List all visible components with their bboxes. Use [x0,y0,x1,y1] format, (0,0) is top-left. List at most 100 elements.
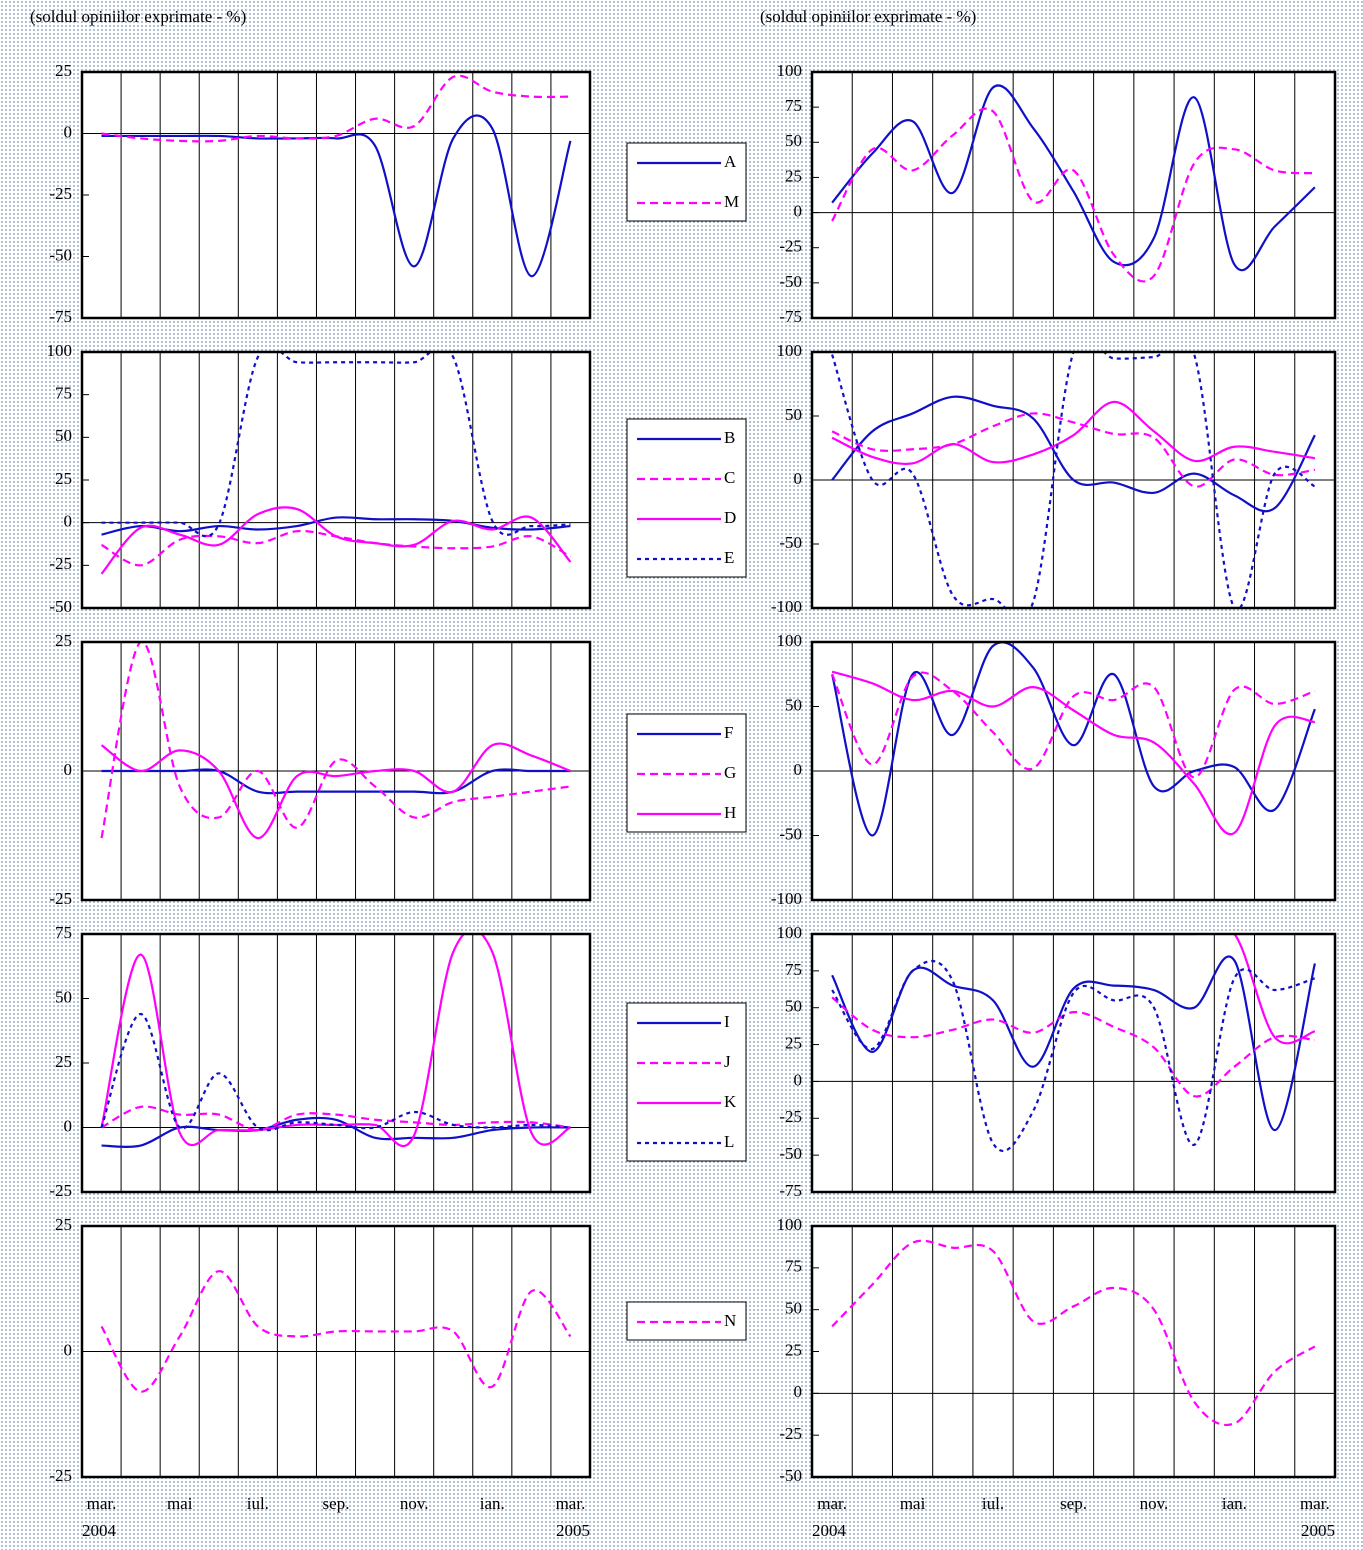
plot-area [812,72,1335,318]
x-tick-label: iul. [247,1494,269,1513]
y-tick-label: 50 [785,131,802,150]
y-tick-label: 50 [785,997,802,1016]
series-line [101,768,571,795]
y-tick-label: -25 [49,554,72,573]
y-tick-label: 0 [794,760,803,779]
legend-label: N [724,1311,736,1330]
x-tick-label: sep. [323,1494,350,1513]
y-tick-label: 0 [64,760,73,779]
y-tick-label: 0 [64,1340,73,1359]
y-tick-label: 0 [64,122,73,141]
plot-frame [810,1224,1337,1479]
y-tick-label: -75 [49,307,72,326]
plot-frame [80,1224,592,1479]
plot-frame [80,640,592,902]
y-tick-label: 75 [55,384,72,403]
legend-label: H [724,803,736,822]
plot-frame [810,932,1337,1194]
y-tick-label: 0 [794,1382,803,1401]
series-line [101,516,571,536]
y-tick-label: 0 [794,201,803,220]
y-tick-label: -50 [779,533,802,552]
y-tick-label: -25 [779,237,802,256]
y-tick-label: -75 [779,307,802,326]
x-tick-label: ian. [1222,1494,1247,1513]
plot-area [812,934,1335,1192]
subtitle: (soldul opiniilor exprimate - %) [760,7,976,26]
legend-label: L [724,1132,734,1151]
legend-label: J [724,1052,731,1071]
y-tick-label: -50 [49,597,72,616]
x-tick-label: mar. [87,1494,117,1513]
x-tick-label: nov. [400,1494,429,1513]
y-tick-label: 25 [55,631,72,650]
year-label: 2004 [82,1521,117,1540]
y-tick-label: 25 [785,1033,802,1052]
y-tick-label: 100 [47,341,73,360]
x-tick-label: iul. [982,1494,1004,1513]
series-line [100,1105,571,1132]
y-tick-label: 75 [785,1257,802,1276]
y-tick-label: 75 [55,923,72,942]
year-label: 2005 [1301,1521,1335,1540]
x-tick-label: mar. [556,1494,586,1513]
y-tick-label: -25 [779,1424,802,1443]
y-tick-label: -100 [771,889,802,908]
legend-box [626,142,747,222]
y-tick-label: 100 [777,61,803,80]
series-line [831,107,1315,283]
series-line [831,84,1316,272]
legend-label: I [724,1012,730,1031]
x-tick-label: ian. [480,1494,505,1513]
y-tick-label: 0 [64,512,73,531]
y-tick-label: -100 [771,597,802,616]
x-tick-label: mai [900,1494,926,1513]
x-tick-label: mar. [1300,1494,1330,1513]
y-tick-label: -25 [49,1466,72,1485]
series-line [831,642,1316,837]
series-line [831,959,1316,1152]
plot-area [812,1226,1335,1477]
y-tick-label: 50 [785,695,802,714]
y-tick-label: -75 [779,1181,802,1200]
y-tick-label: -50 [779,1466,802,1485]
series-line [101,74,571,143]
legend-label: B [724,428,735,447]
series-line [831,1239,1316,1426]
y-tick-label: 0 [794,469,803,488]
series-line [101,352,571,538]
legend-label: D [724,508,736,527]
series-line [831,412,1316,488]
x-tick-label: mar. [817,1494,847,1513]
plot-frame [810,70,1337,320]
y-tick-label: 75 [785,960,802,979]
y-tick-label: 100 [777,1215,803,1234]
plot-area [82,72,590,318]
series-line [832,934,1316,1045]
y-tick-label: 25 [55,61,72,80]
legend-label: K [724,1092,737,1111]
plot-frame [80,70,592,320]
plot-frame [810,640,1337,902]
plot-frame [80,932,592,1194]
y-tick-label: 0 [794,1070,803,1089]
year-label: 2004 [812,1521,847,1540]
series-line [100,506,572,575]
legend-label: F [724,723,733,742]
x-tick-label: nov. [1140,1494,1169,1513]
y-tick-label: 75 [785,96,802,115]
y-tick-label: 25 [785,1340,802,1359]
y-tick-label: -50 [49,245,72,264]
legend-box [626,1301,747,1341]
series-line [831,996,1316,1098]
legend-box [626,1002,747,1162]
plot-frame [810,350,1337,610]
series-line [100,742,571,840]
legend-box [626,418,747,578]
y-tick-label: 100 [777,341,803,360]
legend-label: M [724,192,739,211]
y-tick-label: -25 [49,184,72,203]
y-tick-label: 100 [777,923,803,942]
series-line [831,400,1316,465]
